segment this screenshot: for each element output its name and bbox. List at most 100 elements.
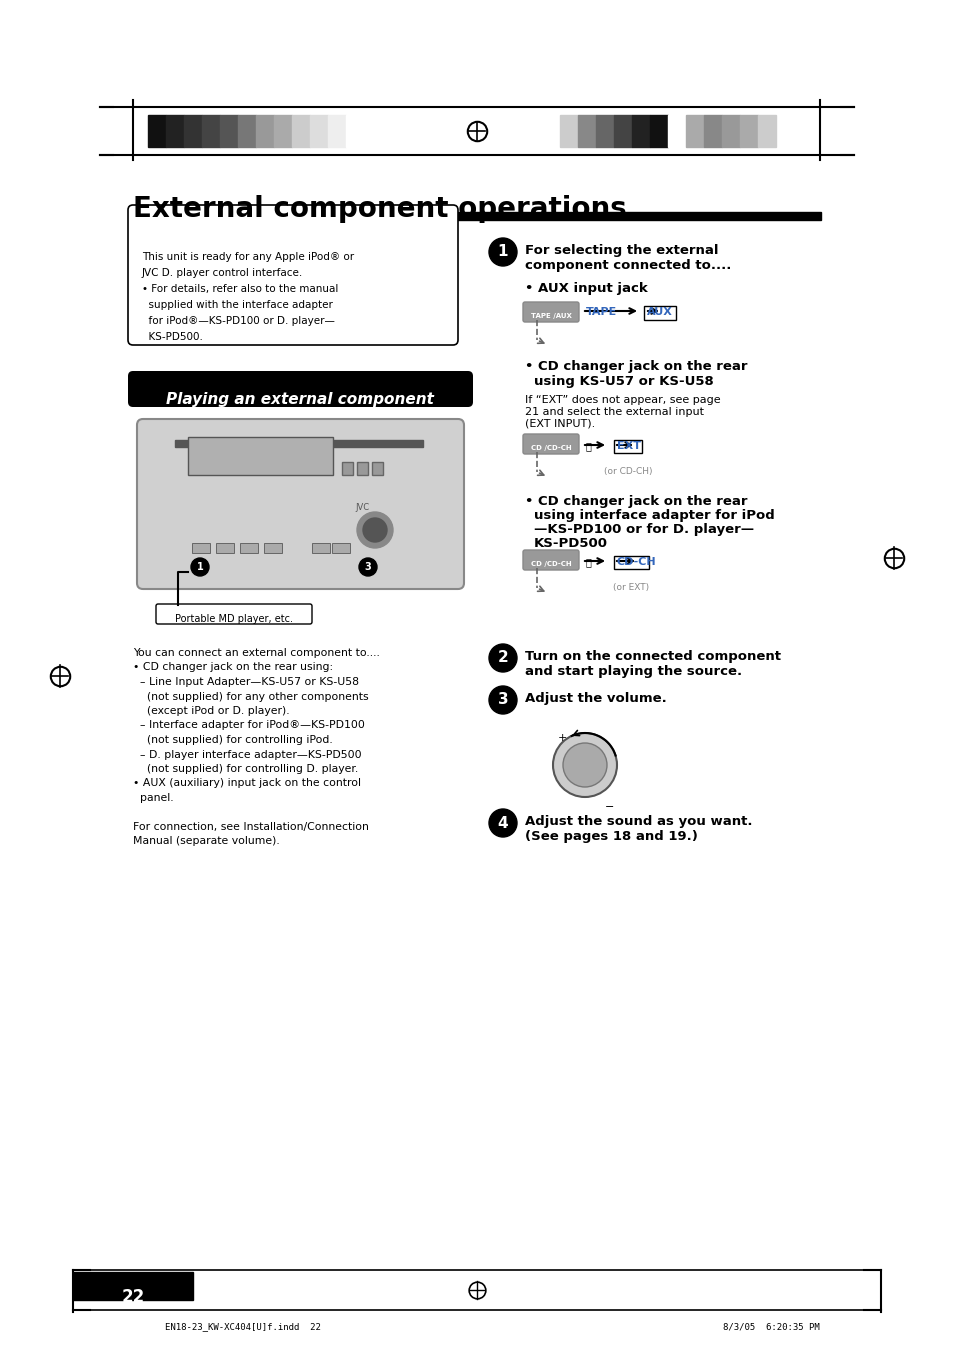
- Text: —KS-PD100 or for D. player—: —KS-PD100 or for D. player—: [534, 523, 753, 536]
- Bar: [292, 115, 310, 147]
- Text: Adjust the volume.: Adjust the volume.: [524, 692, 666, 705]
- Bar: [328, 115, 346, 147]
- Bar: [740, 115, 758, 147]
- Circle shape: [356, 512, 393, 549]
- Bar: [578, 115, 596, 147]
- Text: • AUX input jack: • AUX input jack: [524, 282, 647, 295]
- Bar: [356, 462, 368, 476]
- Circle shape: [489, 809, 517, 838]
- Bar: [614, 115, 631, 147]
- Bar: [685, 115, 703, 147]
- Circle shape: [562, 743, 606, 788]
- FancyBboxPatch shape: [522, 434, 578, 454]
- Text: using interface adapter for iPod: using interface adapter for iPod: [534, 509, 774, 521]
- Bar: [758, 115, 775, 147]
- Text: +: +: [558, 734, 567, 743]
- Text: Adjust the sound as you want.
(See pages 18 and 19.): Adjust the sound as you want. (See pages…: [524, 815, 752, 843]
- Text: AUX: AUX: [646, 307, 672, 317]
- Bar: [703, 115, 721, 147]
- Text: (EXT INPUT).: (EXT INPUT).: [524, 419, 595, 430]
- FancyBboxPatch shape: [137, 419, 463, 589]
- Text: 2: 2: [497, 650, 508, 666]
- Bar: [73, 1273, 193, 1300]
- Bar: [192, 543, 210, 553]
- Text: – Line Input Adapter—KS-U57 or KS-U58: – Line Input Adapter—KS-U57 or KS-U58: [132, 677, 358, 688]
- Text: TAPE: TAPE: [585, 307, 617, 317]
- Text: JVC D. player control interface.: JVC D. player control interface.: [142, 267, 303, 278]
- Text: – D. player interface adapter—KS-PD500: – D. player interface adapter—KS-PD500: [132, 750, 361, 759]
- Bar: [220, 115, 237, 147]
- Circle shape: [358, 558, 376, 576]
- Text: 21 and select the external input: 21 and select the external input: [524, 407, 703, 417]
- Text: Playing an external component: Playing an external component: [166, 392, 434, 407]
- Text: CD /CD-CH: CD /CD-CH: [530, 561, 571, 567]
- Circle shape: [191, 558, 209, 576]
- Circle shape: [553, 734, 617, 797]
- Circle shape: [489, 238, 517, 266]
- FancyBboxPatch shape: [522, 303, 578, 322]
- Text: KS-PD500: KS-PD500: [534, 536, 607, 550]
- Bar: [184, 115, 202, 147]
- Text: • AUX (auxiliary) input jack on the control: • AUX (auxiliary) input jack on the cont…: [132, 778, 360, 789]
- Text: for iPod®—KS-PD100 or D. player—: for iPod®—KS-PD100 or D. player—: [142, 316, 335, 326]
- Text: Manual (separate volume).: Manual (separate volume).: [132, 836, 279, 847]
- Bar: [148, 115, 166, 147]
- Text: EXT: EXT: [617, 440, 640, 451]
- Text: (not supplied) for controlling D. player.: (not supplied) for controlling D. player…: [132, 765, 358, 774]
- Text: TAPE /AUX: TAPE /AUX: [530, 313, 571, 319]
- Text: KS-PD500.: KS-PD500.: [142, 332, 203, 342]
- Bar: [188, 436, 333, 476]
- Text: (not supplied) for controlling iPod.: (not supplied) for controlling iPod.: [132, 735, 333, 744]
- Text: For selecting the external
component connected to....: For selecting the external component con…: [524, 245, 731, 272]
- Bar: [667, 115, 685, 147]
- Bar: [215, 543, 233, 553]
- Bar: [240, 543, 257, 553]
- Circle shape: [363, 517, 387, 542]
- Text: (except iPod or D. player).: (except iPod or D. player).: [132, 707, 290, 716]
- Text: EN18-23_KW-XC404[U]f.indd  22: EN18-23_KW-XC404[U]f.indd 22: [165, 1323, 320, 1331]
- Text: 22: 22: [121, 1288, 145, 1306]
- Text: supplied with the interface adapter: supplied with the interface adapter: [142, 300, 333, 309]
- Bar: [346, 115, 364, 147]
- Text: CD /CD-CH: CD /CD-CH: [530, 444, 571, 451]
- Text: • For details, refer also to the manual: • For details, refer also to the manual: [142, 284, 338, 295]
- Bar: [649, 115, 667, 147]
- Text: • CD changer jack on the rear: • CD changer jack on the rear: [524, 494, 747, 508]
- Bar: [312, 543, 330, 553]
- Text: Turn on the connected component
and start playing the source.: Turn on the connected component and star…: [524, 650, 781, 678]
- Text: (or CD-CH): (or CD-CH): [603, 467, 652, 476]
- Text: Portable MD player, etc.: Portable MD player, etc.: [174, 613, 293, 624]
- Circle shape: [489, 686, 517, 713]
- Bar: [559, 115, 578, 147]
- Text: 1: 1: [196, 562, 203, 571]
- Text: JVC: JVC: [355, 503, 369, 512]
- Text: If “EXT” does not appear, see page: If “EXT” does not appear, see page: [524, 394, 720, 405]
- Bar: [596, 115, 614, 147]
- FancyBboxPatch shape: [156, 604, 312, 624]
- Bar: [174, 440, 422, 447]
- Bar: [132, 212, 821, 220]
- Text: • CD changer jack on the rear: • CD changer jack on the rear: [524, 359, 747, 373]
- Text: You can connect an external component to....: You can connect an external component to…: [132, 648, 379, 658]
- Text: (or EXT): (or EXT): [612, 584, 648, 592]
- Text: 8/3/05  6:20:35 PM: 8/3/05 6:20:35 PM: [722, 1323, 820, 1331]
- Text: panel.: panel.: [132, 793, 173, 802]
- Bar: [274, 115, 292, 147]
- Text: 3: 3: [497, 693, 508, 708]
- Text: 4: 4: [497, 816, 508, 831]
- Bar: [255, 115, 274, 147]
- Circle shape: [489, 644, 517, 671]
- Text: (not supplied) for any other components: (not supplied) for any other components: [132, 692, 368, 701]
- Text: This unit is ready for any Apple iPod® or: This unit is ready for any Apple iPod® o…: [142, 253, 354, 262]
- Text: External component operations: External component operations: [132, 195, 626, 223]
- Bar: [721, 115, 740, 147]
- Bar: [166, 115, 184, 147]
- Bar: [341, 462, 353, 476]
- Text: – Interface adapter for iPod®—KS-PD100: – Interface adapter for iPod®—KS-PD100: [132, 720, 364, 731]
- Bar: [332, 543, 350, 553]
- FancyBboxPatch shape: [128, 372, 473, 407]
- Text: • CD changer jack on the rear using:: • CD changer jack on the rear using:: [132, 662, 333, 673]
- Text: using KS-U57 or KS-U58: using KS-U57 or KS-U58: [534, 376, 713, 388]
- Bar: [310, 115, 328, 147]
- Bar: [202, 115, 220, 147]
